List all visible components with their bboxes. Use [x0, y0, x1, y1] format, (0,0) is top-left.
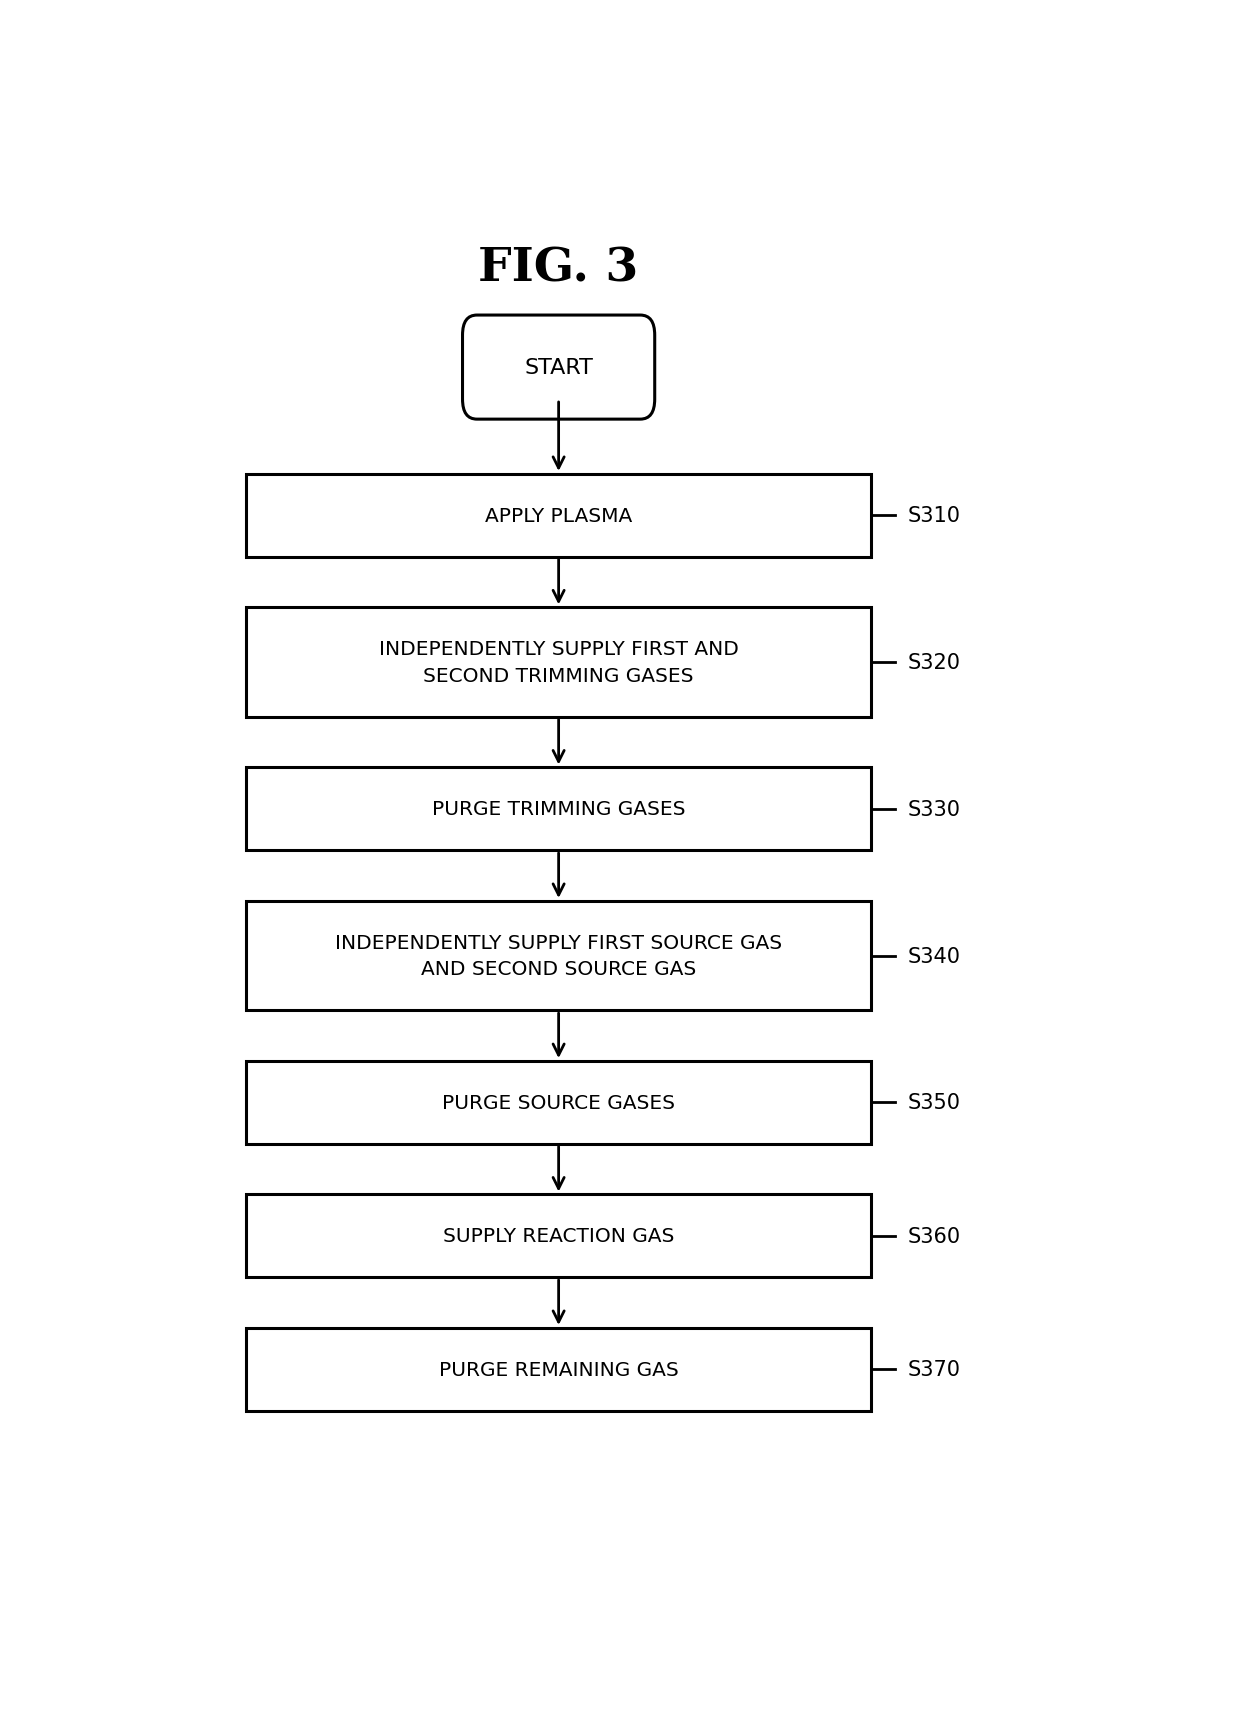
Text: PURGE TRIMMING GASES: PURGE TRIMMING GASES	[432, 800, 686, 819]
Text: S340: S340	[908, 946, 961, 966]
Text: S350: S350	[908, 1093, 961, 1112]
Text: FIG. 3: FIG. 3	[479, 244, 639, 291]
FancyBboxPatch shape	[463, 315, 655, 419]
Text: S310: S310	[908, 506, 961, 527]
Text: INDEPENDENTLY SUPPLY FIRST SOURCE GAS
AND SECOND SOURCE GAS: INDEPENDENTLY SUPPLY FIRST SOURCE GAS AN…	[335, 934, 782, 979]
Text: START: START	[525, 359, 593, 378]
Text: PURGE REMAINING GAS: PURGE REMAINING GAS	[439, 1360, 678, 1379]
Text: APPLY PLASMA: APPLY PLASMA	[485, 506, 632, 525]
Bar	[247, 1328, 870, 1412]
Bar	[247, 1062, 870, 1145]
Bar	[247, 475, 870, 558]
Text: S330: S330	[908, 798, 961, 819]
Text: SUPPLY REACTION GAS: SUPPLY REACTION GAS	[443, 1226, 675, 1245]
Text: INDEPENDENTLY SUPPLY FIRST AND
SECOND TRIMMING GASES: INDEPENDENTLY SUPPLY FIRST AND SECOND TR…	[378, 639, 739, 686]
Bar	[247, 1195, 870, 1278]
Text: S320: S320	[908, 653, 961, 672]
Text: S370: S370	[908, 1360, 961, 1379]
Bar	[247, 901, 870, 1011]
Bar	[247, 767, 870, 850]
Bar	[247, 608, 870, 717]
Text: S360: S360	[908, 1226, 961, 1245]
Text: PURGE SOURCE GASES: PURGE SOURCE GASES	[443, 1093, 675, 1112]
